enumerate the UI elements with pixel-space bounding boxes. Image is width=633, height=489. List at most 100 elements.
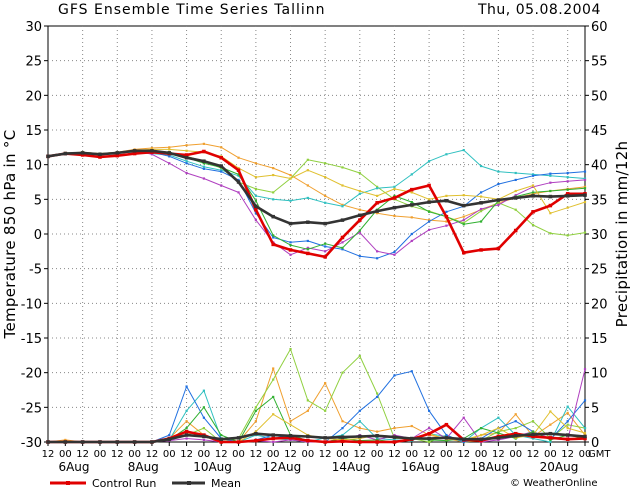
precip-point [185, 437, 188, 440]
temp-point [150, 153, 154, 156]
temp-point [358, 218, 362, 222]
precip-point [202, 406, 206, 409]
temp-point [376, 187, 379, 190]
precip-point [272, 367, 275, 370]
temp-point [289, 253, 292, 256]
precip-point [185, 427, 188, 430]
time-tick-label: 00 [232, 449, 245, 460]
precip-point [271, 436, 275, 441]
precip-point [513, 434, 518, 438]
temp-point [549, 174, 552, 177]
time-tick-label: 12 [284, 449, 297, 460]
temp-point [168, 155, 171, 158]
temp-point [583, 187, 587, 190]
temp-point [565, 192, 570, 196]
precip-point [341, 420, 344, 423]
temp-point [445, 210, 448, 213]
temp-point [46, 154, 50, 159]
temp-point [168, 146, 171, 149]
precip-line-mean [48, 432, 586, 444]
precip-point [514, 420, 517, 423]
temp-point [202, 142, 206, 145]
precip-point [565, 437, 570, 441]
precip-point [427, 436, 431, 441]
precip-point [185, 385, 188, 388]
right-tick-label: 30 [591, 228, 608, 243]
temp-point [531, 191, 535, 194]
temp-point [184, 153, 189, 157]
temp-point [496, 198, 501, 202]
precip-point [548, 436, 553, 440]
precip-point [358, 409, 361, 412]
precip-line-member [48, 348, 586, 443]
temp-point [427, 210, 431, 213]
precip-point [479, 437, 483, 441]
temp-point [237, 173, 240, 176]
time-tick-label: 12 [561, 449, 574, 460]
left-tick-label: 30 [25, 20, 42, 35]
temp-point [427, 198, 431, 201]
precip-point [168, 433, 171, 437]
temp-line-mean [47, 149, 586, 225]
precip-point [272, 395, 275, 399]
temp-point [531, 184, 535, 187]
temp-point [462, 149, 465, 152]
right-tick-label: 10 [591, 367, 608, 382]
left-tick-label: 0 [34, 228, 42, 243]
temp-point [306, 184, 309, 187]
precip-point [462, 440, 465, 444]
temp-point [393, 187, 396, 191]
temp-point [185, 144, 188, 147]
temp-point [341, 203, 344, 206]
temp-point [376, 212, 379, 215]
precip-point [323, 436, 327, 440]
time-tick-label: 12 [180, 449, 193, 460]
temp-point [289, 173, 292, 177]
precip-point [340, 439, 345, 444]
temp-point [410, 187, 414, 192]
time-tick-label: 12 [423, 449, 436, 460]
temp-point [427, 200, 431, 204]
temp-point [341, 241, 344, 244]
time-tick-label: 00 [336, 449, 349, 460]
temp-point [410, 191, 413, 194]
temp-point [583, 170, 587, 173]
precip-point [565, 433, 570, 437]
precip-point [445, 439, 448, 442]
precip-point [479, 433, 483, 437]
temp-point [566, 206, 569, 209]
temp-point [341, 248, 344, 251]
temp-line-member [47, 149, 586, 207]
temp-point [462, 194, 465, 197]
precip-point [306, 409, 309, 412]
temp-point [272, 236, 275, 239]
precip-point [583, 399, 587, 402]
right-tick-label: 25 [591, 263, 608, 278]
time-tick-label: 00 [579, 449, 592, 460]
precip-point [549, 440, 552, 444]
temp-point [513, 228, 518, 233]
precip-point [289, 420, 292, 423]
left-tick-label: 15 [25, 124, 42, 139]
right-tick-label: 35 [591, 193, 608, 208]
temp-point [184, 155, 189, 160]
temp-point [531, 185, 535, 188]
temp-point [323, 221, 327, 226]
temp-point [168, 162, 171, 165]
precip-point [358, 434, 362, 439]
temp-point [254, 212, 257, 215]
temp-point [444, 198, 449, 203]
temp-point [392, 196, 397, 200]
time-tick-label: 00 [301, 449, 314, 460]
precip-point [393, 438, 396, 442]
precip-point [496, 436, 501, 440]
temp-point [427, 183, 431, 188]
temp-point [168, 148, 171, 151]
temp-point [202, 167, 206, 170]
date-axis: 6Aug 8Aug 10Aug 12Aug 14Aug 16Aug 18Aug 20Aug [58, 460, 578, 474]
temp-point [254, 204, 258, 209]
temp-point [358, 255, 361, 258]
temp-point [565, 194, 570, 198]
precip-point [376, 437, 379, 440]
